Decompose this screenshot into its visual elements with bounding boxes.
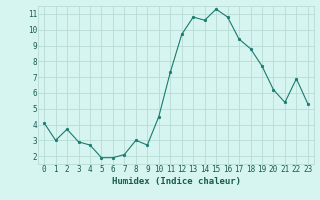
X-axis label: Humidex (Indice chaleur): Humidex (Indice chaleur) [111,177,241,186]
